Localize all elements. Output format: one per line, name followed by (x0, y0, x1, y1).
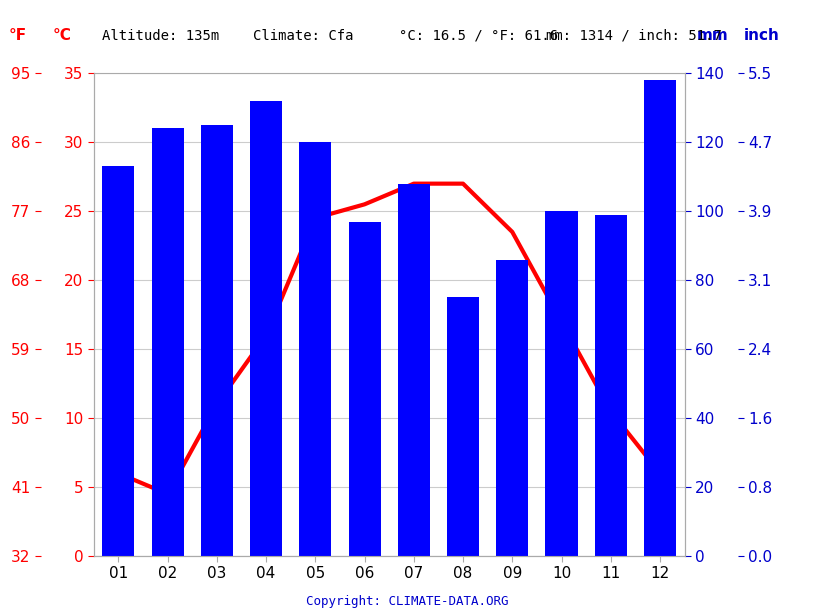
Text: °C: 16.5 / °F: 61.6: °C: 16.5 / °F: 61.6 (399, 29, 558, 43)
Bar (349, 222, 381, 556)
Text: Climate: Cfa: Climate: Cfa (253, 29, 353, 43)
Bar (447, 298, 479, 556)
Bar (545, 211, 578, 556)
Text: °C: °C (53, 27, 72, 43)
Bar (644, 80, 676, 556)
Text: mm: 1314 / inch: 51.7: mm: 1314 / inch: 51.7 (546, 29, 722, 43)
Bar (200, 125, 233, 556)
Bar (250, 101, 282, 556)
Bar (299, 142, 332, 556)
Text: °F: °F (8, 27, 26, 43)
Bar (103, 166, 134, 556)
Bar (496, 260, 528, 556)
Text: Altitude: 135m: Altitude: 135m (102, 29, 219, 43)
Bar (398, 184, 430, 556)
Bar (152, 128, 183, 556)
Text: mm: mm (697, 27, 729, 43)
Text: Copyright: CLIMATE-DATA.ORG: Copyright: CLIMATE-DATA.ORG (306, 595, 509, 608)
Bar (595, 214, 627, 556)
Text: inch: inch (743, 27, 779, 43)
